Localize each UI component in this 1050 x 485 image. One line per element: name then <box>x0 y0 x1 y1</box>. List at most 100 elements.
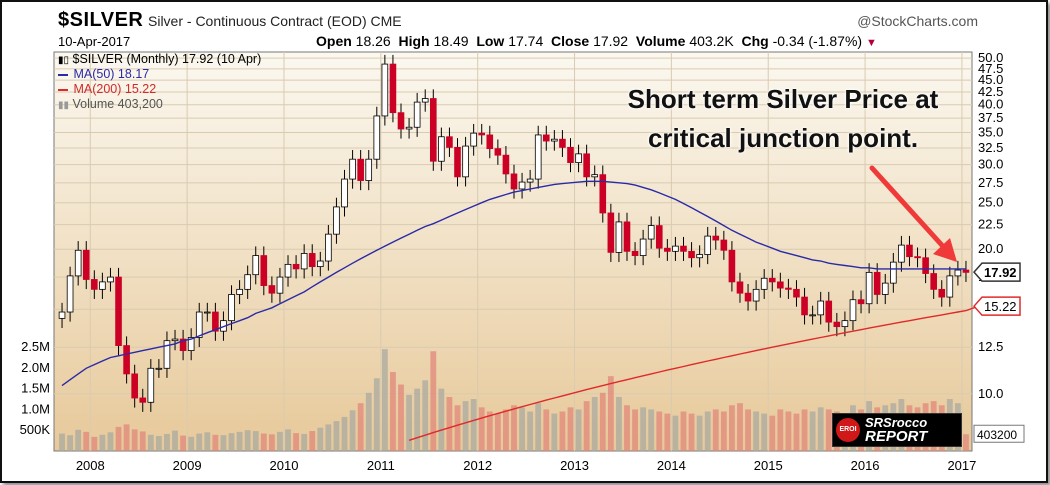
close-value: 17.92 <box>593 33 629 49</box>
volume-bar <box>616 396 622 451</box>
candle-body <box>518 181 526 190</box>
candle-body <box>389 63 397 114</box>
candle-body <box>438 136 445 162</box>
volume-bar <box>349 410 356 451</box>
legend-main: ▮▯ $SILVER (Monthly) 17.92 (10 Apr) <box>58 52 261 66</box>
candle-body <box>171 338 179 342</box>
volume-bar <box>381 349 388 451</box>
candle-body <box>599 174 607 214</box>
volume-bar <box>236 431 243 451</box>
candle-body <box>647 225 655 240</box>
candle-body <box>502 154 510 175</box>
candle-body <box>99 281 106 290</box>
volume-bar <box>285 429 291 451</box>
price-tick-label: 27.5 <box>978 175 1003 190</box>
low-value: 17.74 <box>508 33 544 49</box>
volume-bar <box>333 421 340 451</box>
volume-bar <box>575 409 582 451</box>
annotation-line-2: critical junction point. <box>647 123 919 153</box>
candle-body <box>890 261 897 284</box>
volume-bar <box>277 431 283 451</box>
candle-body <box>938 288 946 298</box>
price-tick-label: 47.5 <box>978 61 1003 76</box>
candle-body <box>720 239 728 251</box>
candle-body <box>962 269 970 273</box>
volume-bar <box>801 409 808 451</box>
volume-bar <box>640 407 647 451</box>
volume-bar <box>737 403 743 451</box>
volume-bar <box>123 424 130 451</box>
volume-bar <box>220 435 227 451</box>
candle-body <box>74 249 82 277</box>
candle-body <box>865 271 873 305</box>
candle-body <box>195 311 203 338</box>
ma50-swatch <box>58 73 68 76</box>
candle-body <box>623 221 631 252</box>
volume-bar <box>519 407 525 451</box>
annotation-text: Short term Silver Price at critical junc… <box>598 80 968 158</box>
candle-body <box>341 178 348 208</box>
volume-tick-label: 1.5M <box>21 381 50 396</box>
volume-bar <box>503 409 509 451</box>
candle-body <box>349 158 356 180</box>
candle-body <box>712 235 720 241</box>
volume-bar <box>107 432 114 451</box>
candle-body <box>567 146 574 164</box>
volume-bar <box>180 435 187 451</box>
volume-bar <box>309 431 316 451</box>
candle-body <box>147 367 155 403</box>
quote-date: 10-Apr-2017 <box>58 34 131 49</box>
candle-body <box>454 146 461 178</box>
candle-body <box>559 138 566 148</box>
chg-down-arrow-icon: ▼ <box>865 37 877 49</box>
volume-bar <box>67 435 74 451</box>
volume-bar <box>341 416 348 451</box>
legend-ma200-text: MA(200) 15.22 <box>73 82 157 96</box>
volume-bar <box>527 411 534 451</box>
volume-bar <box>83 431 90 451</box>
candle-body <box>373 115 381 160</box>
candle-body <box>212 311 219 332</box>
candle-body <box>357 158 364 181</box>
volume-bar <box>446 396 453 451</box>
price-tick-label: 45.0 <box>978 72 1003 87</box>
candle-body <box>639 238 647 256</box>
volume-bar <box>204 432 211 451</box>
candle-body <box>115 276 122 346</box>
volume-bar <box>164 433 170 451</box>
price-tick-label: 42.5 <box>978 84 1003 99</box>
volume-bar <box>607 376 614 451</box>
price-tick-label: 50.0 <box>978 50 1003 65</box>
ma200-flag <box>972 296 1021 316</box>
price-tick-label: 12.5 <box>978 339 1003 354</box>
ma200-swatch <box>58 88 68 91</box>
volume-bar <box>664 413 671 451</box>
volume-bar <box>422 380 429 451</box>
candle-body <box>534 134 542 180</box>
volume-bar <box>777 409 784 451</box>
candle-body <box>381 63 389 117</box>
candle-body <box>688 250 695 259</box>
volume-bar <box>373 378 380 451</box>
symbol-title: $SILVER <box>58 9 144 31</box>
volume-bar <box>172 430 178 451</box>
candle-body <box>881 282 889 295</box>
year-tick-label: 2014 <box>657 458 686 473</box>
volume-bar <box>745 409 751 451</box>
candle-body <box>607 212 615 253</box>
volume-bar <box>817 407 824 451</box>
candle-body <box>66 275 74 313</box>
volume-bar <box>511 405 517 451</box>
volume-bar <box>583 401 590 451</box>
volume-bar <box>462 401 469 451</box>
candle-body <box>405 126 413 130</box>
candle-body <box>833 321 841 328</box>
candle-body <box>736 281 744 294</box>
candle-body <box>631 250 639 256</box>
volume-bar <box>696 415 703 451</box>
volume-bar <box>624 405 630 451</box>
volume-bar <box>535 403 542 451</box>
volume-bar <box>494 413 501 451</box>
candle-body <box>58 311 66 319</box>
candle-body <box>752 288 760 302</box>
